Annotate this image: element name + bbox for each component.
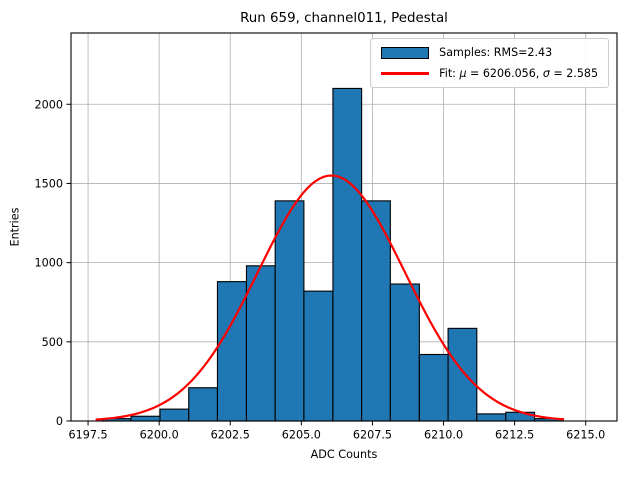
histogram-bar	[130, 415, 161, 422]
legend-row-fit: Fit: μ = 6206.056, σ = 2.585	[381, 67, 598, 80]
legend-fit-label: Fit: μ = 6206.056, σ = 2.585	[439, 67, 598, 80]
y-axis-label: Entries	[8, 207, 22, 247]
legend-fit-swatch	[381, 72, 430, 75]
legend-fit-label-part: μ	[459, 67, 467, 80]
histogram-bar	[159, 408, 190, 422]
histogram-bar	[274, 200, 305, 422]
x-axis-label: ADC Counts	[310, 448, 378, 461]
x-tick-label: 6202.5	[211, 429, 250, 442]
x-tick-label: 6207.5	[353, 429, 392, 442]
legend-samples-label: Samples: RMS=2.43	[439, 46, 553, 59]
legend-fit-label-part: Fit:	[439, 67, 460, 80]
histogram-bar	[332, 87, 363, 422]
histogram-bar	[188, 387, 219, 422]
legend-fit-label-part: = 2.585	[549, 67, 598, 80]
chart-title: Run 659, channel011, Pedestal	[240, 11, 448, 26]
legend-row-samples: Samples: RMS=2.43	[381, 46, 598, 59]
legend-fit-label-part: σ	[542, 67, 550, 80]
histogram-bar	[303, 290, 334, 422]
x-tick-label: 6205.0	[282, 429, 321, 442]
histogram-bar	[418, 353, 449, 422]
histogram-bar	[447, 327, 478, 422]
y-tick-label: 0	[56, 415, 63, 428]
x-tick-label: 6212.5	[495, 429, 534, 442]
histogram-bar	[476, 413, 507, 422]
x-tick-label: 6200.0	[140, 429, 179, 442]
x-tick-label: 6210.0	[424, 429, 463, 442]
histogram-bar	[245, 265, 276, 422]
legend-samples-swatch	[381, 46, 430, 59]
legend-fit-label-part: = 6206.056,	[466, 67, 543, 80]
fit-curve	[95, 174, 565, 421]
x-tick-label: 6197.5	[68, 429, 107, 442]
y-tick-label: 500	[42, 336, 63, 349]
y-tick-label: 1500	[35, 177, 63, 190]
y-tick-label: 1000	[35, 257, 63, 270]
x-tick-label: 6215.0	[566, 429, 605, 442]
histogram-bar	[389, 283, 420, 422]
axes-frame	[70, 32, 618, 422]
legend: Samples: RMS=2.43 Fit: μ = 6206.056, σ =…	[370, 38, 609, 88]
y-tick-label: 2000	[35, 98, 63, 111]
